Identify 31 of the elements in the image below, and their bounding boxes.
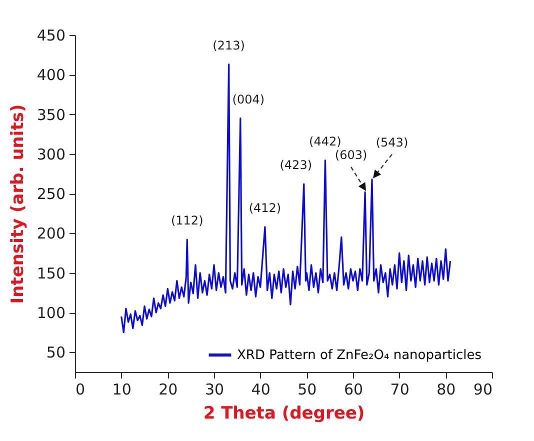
annotation: (423) — [280, 158, 312, 172]
x-tick-label: 80 — [436, 380, 456, 398]
x-tick-label: 20 — [158, 380, 178, 398]
y-axis-title: Intensity (arb. units) — [8, 104, 28, 304]
y-tick-label: 300 — [36, 145, 66, 164]
legend-label: XRD Pattern of ZnFe₂O₄ nanoparticles — [237, 348, 482, 363]
x-axis-title: 2 Theta (degree) — [203, 404, 365, 424]
x-tick-label: 60 — [344, 380, 364, 398]
x-tick-label: 70 — [390, 380, 410, 398]
y-tick-label: 450 — [36, 26, 66, 44]
annotation: (442) — [309, 134, 342, 148]
annotation: (112) — [170, 214, 204, 228]
annotation: (543) — [376, 135, 408, 150]
x-tick-label: 10 — [112, 380, 132, 398]
annotation: (004) — [232, 92, 265, 106]
y-tick-label: 200 — [36, 224, 66, 243]
y-tick-label: 250 — [36, 185, 66, 204]
x-tick-label: 0 — [76, 380, 86, 398]
annotation: (412) — [248, 200, 282, 215]
y-tick-label: 350 — [36, 106, 66, 124]
y-tick-label: 100 — [36, 304, 66, 322]
x-tick-label: 50 — [298, 380, 317, 398]
x-tick-label: 30 — [204, 380, 224, 398]
y-tick-label: 150 — [36, 264, 66, 282]
annotation: (213) — [212, 38, 245, 52]
annotation: (603) — [334, 148, 368, 162]
x-tick-label: 40 — [251, 380, 270, 398]
x-tick-label: 90 — [473, 380, 492, 398]
line-series — [120, 64, 452, 334]
y-tick-label: 400 — [36, 66, 66, 84]
y-tick-label: 50 — [46, 344, 66, 362]
